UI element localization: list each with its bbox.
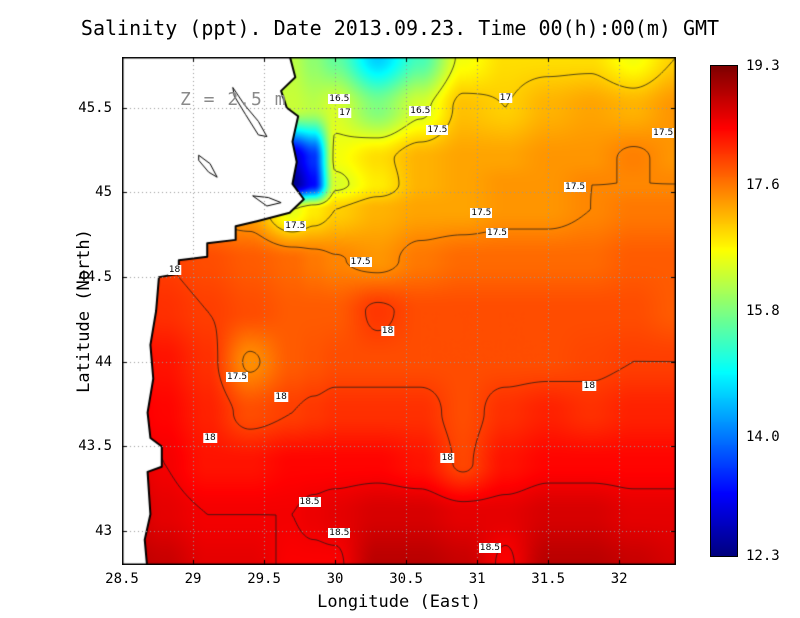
contour-label: 17.5 [564, 182, 587, 193]
contour-label: 17.5 [284, 221, 307, 232]
plot-area: 16.5 17 16.5 17 17.5 17.5 17.5 17.5 17.5 17.5 18 17… [122, 57, 676, 565]
x-tick-label: 31 [468, 571, 486, 587]
contour-label: 18 [203, 433, 217, 443]
colorbar-tick-label: 15.8 [746, 303, 780, 319]
contour-label: 18 [380, 326, 395, 337]
depth-annotation: Z = 2.5 m [180, 89, 287, 110]
colorbar: 19.3 17.6 15.8 14.0 12.3 [710, 58, 780, 564]
contour-label: 17.5 [226, 372, 249, 383]
contour-label: 16.5 [409, 106, 432, 117]
y-tick-label: 43.5 [78, 438, 112, 455]
contour-label: 17.5 [470, 207, 493, 218]
x-tick-label: 29 [184, 571, 202, 587]
x-axis-ticks: 28.5 29 29.5 30 30.5 31 31.5 32 [105, 571, 676, 589]
contour-label: 18 [167, 265, 182, 276]
colorbar-tick-label: 12.3 [746, 548, 780, 564]
x-tick-label: 28.5 [105, 571, 139, 587]
y-axis-ticks: 43 43.5 44 44.5 45 45.5 [0, 57, 116, 565]
y-tick-label: 45.5 [78, 99, 112, 116]
contour-label: 18.5 [298, 497, 321, 508]
y-tick-label: 45 [95, 184, 112, 201]
colorbar-tick-label: 19.3 [746, 58, 780, 74]
x-tick-label: 30.5 [389, 571, 423, 587]
contour-label: 18 [440, 453, 455, 464]
contour-label: 17.5 [652, 128, 675, 139]
colorbar-tick-label: 17.6 [746, 177, 780, 193]
x-tick-label: 31.5 [531, 571, 565, 587]
salinity-heatmap-canvas [122, 57, 676, 565]
contour-label: 18 [582, 380, 597, 391]
contour-label: 18.5 [328, 527, 351, 538]
contour-label: 17 [338, 107, 352, 118]
contour-label: 18 [274, 392, 288, 403]
contour-label: 18.5 [478, 543, 501, 554]
contour-label: 17.5 [349, 256, 372, 267]
y-tick-label: 44 [95, 353, 112, 370]
contour-label: 17.5 [485, 228, 509, 239]
contour-label: 17.5 [426, 124, 449, 135]
colorbar-gradient [710, 65, 738, 557]
x-axis-title: Longitude (East) [317, 592, 481, 612]
x-tick-label: 32 [610, 571, 628, 587]
colorbar-tick-label: 14.0 [746, 429, 780, 445]
y-tick-label: 43 [95, 523, 112, 540]
x-tick-label: 30 [326, 571, 344, 587]
contour-labels-layer: 16.5 17 16.5 17 17.5 17.5 17.5 17.5 17.5 17.5 18 17… [122, 57, 676, 565]
contour-label: 16.5 [328, 94, 351, 105]
x-tick-label: 29.5 [247, 571, 281, 587]
y-tick-label: 44.5 [78, 269, 112, 286]
contour-label: 17 [498, 92, 513, 103]
chart-title: Salinity (ppt). Date 2013.09.23. Time 00… [80, 16, 720, 40]
